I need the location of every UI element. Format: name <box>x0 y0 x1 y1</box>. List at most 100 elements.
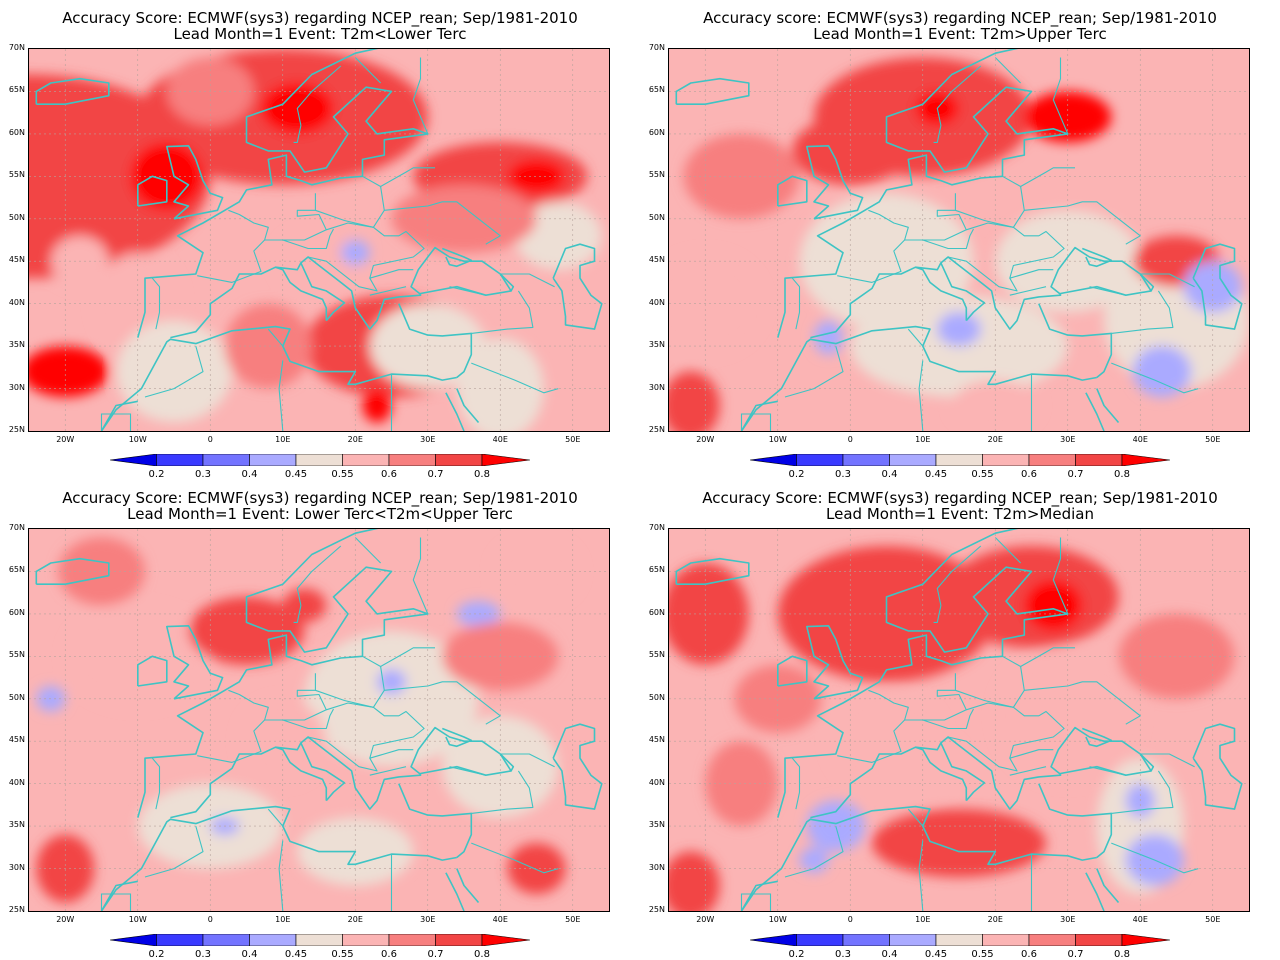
country-border <box>947 702 1065 772</box>
shaded-region <box>362 388 392 423</box>
colorbar-label: 0.8 <box>1114 469 1130 480</box>
lon-tick-label: 0 <box>207 435 213 444</box>
colorbar-segment <box>435 934 483 946</box>
country-border <box>837 275 873 283</box>
country-border <box>791 277 801 330</box>
lat-tick-label: 70N <box>648 523 665 532</box>
shaded-region <box>669 252 764 355</box>
country-border <box>922 228 974 250</box>
shaded-region <box>705 741 778 827</box>
colorbar-segment <box>435 454 483 466</box>
country-border <box>267 328 284 347</box>
country-border <box>380 647 435 667</box>
coastline <box>1038 783 1113 859</box>
colorbar-label: 0.6 <box>381 469 397 480</box>
coastline <box>499 273 515 292</box>
lon-tick-label: 10E <box>275 435 291 444</box>
coastline <box>166 625 224 700</box>
colorbar-label: 0.7 <box>427 949 444 960</box>
country-border <box>307 222 425 292</box>
lon-tick-label: 50E <box>1205 915 1221 924</box>
colorbar-label: 0.45 <box>924 469 948 480</box>
colorbar-label: 0.2 <box>788 949 805 960</box>
country-border <box>315 175 385 228</box>
coastline <box>1192 243 1243 330</box>
lat-tick-label: 65N <box>8 85 25 95</box>
lat-tick-label: 60N <box>8 607 25 617</box>
country-border <box>278 360 284 431</box>
colorbar-label: 0.55 <box>331 949 354 960</box>
shaded-region <box>669 851 720 911</box>
lon-tick-label: 10W <box>128 915 147 924</box>
country-border <box>369 269 414 279</box>
country-border <box>933 65 982 143</box>
lat-tick-label: 40N <box>648 297 665 307</box>
country-border <box>904 193 967 241</box>
coastline <box>915 266 968 321</box>
coastline <box>442 247 473 268</box>
colorbar-segment <box>342 454 390 466</box>
coastline <box>1082 247 1113 268</box>
colorbar-label: 0.45 <box>284 469 308 480</box>
coastline <box>777 175 808 207</box>
lat-tick-label: 55N <box>8 170 25 180</box>
lat-tick-label: 70N <box>8 43 25 52</box>
lon-tick-label: 0 <box>847 915 853 924</box>
lat-tick-label: 50N <box>648 692 665 702</box>
colorbar-label: 0.45 <box>924 949 948 960</box>
colorbar-label: 0.4 <box>241 469 258 480</box>
lat-tick-label: 30N <box>648 382 665 392</box>
lon-tick-label: 20E <box>347 435 363 444</box>
colorbar-label: 0.3 <box>835 949 851 960</box>
lon-tick-label: 30E <box>1060 435 1076 444</box>
coastline <box>1096 388 1120 424</box>
lat-tick-label: 70N <box>8 523 25 532</box>
coastline <box>1192 723 1243 810</box>
country-border <box>369 286 407 296</box>
lat-tick-label: 40N <box>8 777 25 787</box>
country-border <box>947 222 1065 292</box>
colorbar-label: 0.8 <box>1114 949 1130 960</box>
coastline <box>456 868 480 904</box>
coastline <box>1085 392 1105 431</box>
panel-subtitle: Lead Month=1 Event: T2m>Upper Terc <box>813 25 1107 43</box>
country-border <box>144 825 204 878</box>
country-border <box>1052 57 1069 135</box>
country-border <box>293 65 342 143</box>
shaded-region <box>507 843 566 895</box>
border-box <box>100 893 132 911</box>
country-border <box>151 757 161 810</box>
country-border <box>868 209 909 283</box>
lon-tick-label: 50E <box>565 915 581 924</box>
colorbar-low-arrow <box>110 934 157 946</box>
map-panel-lower-tercile: Accuracy Score: ECMWF(sys3) regarding NC… <box>0 0 640 480</box>
country-border <box>151 277 161 330</box>
map-svg <box>669 49 1249 431</box>
coastline <box>1085 872 1105 911</box>
country-border <box>471 770 534 814</box>
country-border <box>1089 766 1126 776</box>
country-border <box>471 362 559 394</box>
coastline <box>35 77 110 106</box>
lat-tick-label: 25N <box>8 425 25 434</box>
map-plot-area <box>668 48 1250 432</box>
country-border <box>1009 269 1054 279</box>
colorbar-segment <box>202 454 250 466</box>
coastline <box>675 557 750 586</box>
lat-tick-label: 25N <box>648 425 665 434</box>
coastline <box>1139 753 1155 772</box>
colorbar-segment <box>1028 934 1076 946</box>
map-svg <box>29 529 609 911</box>
coastline <box>777 49 1069 338</box>
colorbar-label: 0.2 <box>148 949 165 960</box>
country-border <box>784 345 844 398</box>
coastline <box>940 262 986 322</box>
colorbar-segment <box>842 934 890 946</box>
colorbar-segment <box>796 454 844 466</box>
coastline <box>1096 868 1120 904</box>
country-border <box>449 766 486 776</box>
coastline <box>442 727 473 748</box>
lon-tick-label: 20W <box>696 435 715 444</box>
colorbar-segment <box>249 454 297 466</box>
country-border <box>955 175 1025 228</box>
